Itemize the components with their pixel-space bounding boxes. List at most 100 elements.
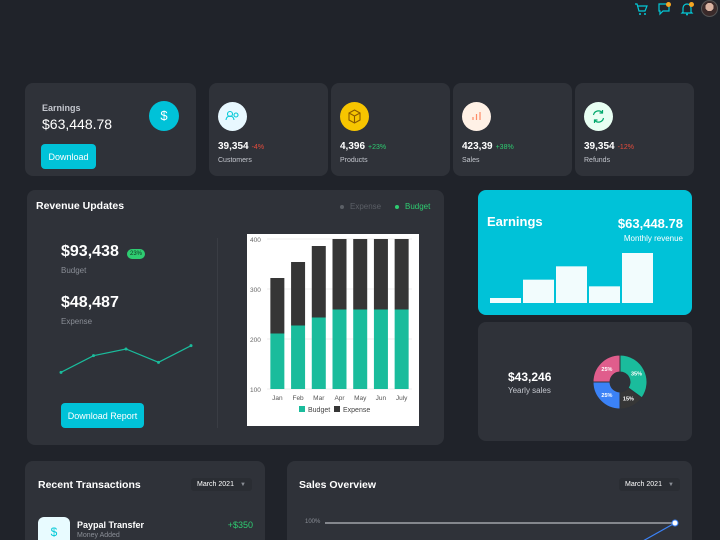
earnings-label: Earnings bbox=[42, 103, 81, 113]
refresh-icon bbox=[584, 102, 613, 131]
bar-expense bbox=[394, 239, 409, 310]
earnings-panel-sub: Monthly revenue bbox=[623, 234, 683, 243]
legend-swatch bbox=[334, 406, 340, 412]
donut-slice bbox=[619, 354, 648, 399]
legend-expense: Expense bbox=[340, 202, 381, 211]
y-tick-label: 400 bbox=[250, 237, 261, 244]
notification-dot bbox=[666, 2, 671, 7]
earnings-bar bbox=[622, 253, 653, 303]
legend-label: Budget bbox=[308, 407, 330, 414]
stat-value: 39,354 -4% bbox=[218, 141, 265, 152]
stat-value: 4,396 +23% bbox=[340, 141, 387, 152]
x-tick-label: Jan bbox=[272, 395, 283, 402]
yearly-sales-card: $43,246 Yearly sales 35% 15% 25% 25% bbox=[478, 322, 692, 441]
sales-overview-line bbox=[325, 519, 679, 540]
dollar-icon: $ bbox=[149, 101, 179, 131]
x-tick-label: Apr bbox=[334, 395, 345, 402]
earnings-bar bbox=[490, 298, 521, 303]
sparkline-point bbox=[189, 344, 193, 348]
stat-card-refunds: 39,354 -12% Refunds bbox=[575, 83, 694, 176]
transaction-sub: Money Added bbox=[77, 532, 120, 539]
stat-label: Products bbox=[340, 157, 368, 164]
bar-budget bbox=[270, 333, 285, 389]
chevron-down-icon: ▼ bbox=[667, 482, 674, 488]
stacked-bar-chart: 100 200 300 400 Jan Feb Mar Apr May Jun July Budg… bbox=[250, 237, 412, 414]
transactions-title: Recent Transactions bbox=[38, 479, 141, 491]
bar-expense bbox=[311, 246, 326, 318]
chat-icon[interactable] bbox=[657, 2, 671, 16]
donut-label: 15% bbox=[623, 396, 634, 402]
revenue-chart: 100 200 300 400 Jan Feb Mar Apr May Jun July Budg… bbox=[247, 234, 419, 426]
divider bbox=[217, 238, 218, 428]
stat-card-sales: 423,39 +38% Sales bbox=[453, 83, 572, 176]
stat-card-customers: 39,354 -4% Customers bbox=[209, 83, 328, 176]
month-select[interactable]: March 2021 ▼ bbox=[619, 478, 680, 491]
yearly-label: Yearly sales bbox=[508, 386, 551, 395]
donut-label: 25% bbox=[601, 367, 612, 373]
donut-label: 25% bbox=[601, 393, 612, 399]
box-icon bbox=[340, 102, 369, 131]
bar-budget bbox=[353, 309, 368, 389]
sales-overview-card: Sales Overview March 2021 ▼ 100% bbox=[287, 461, 692, 540]
yearly-value: $43,246 bbox=[508, 370, 552, 384]
bar-budget bbox=[373, 309, 388, 389]
transaction-amount: +$350 bbox=[227, 520, 253, 530]
sparkline-point bbox=[59, 370, 63, 374]
earnings-panel: Earnings $63,448.78 Monthly revenue bbox=[478, 190, 692, 315]
stat-value: 423,39 +38% bbox=[462, 141, 514, 152]
sales-overview-title: Sales Overview bbox=[299, 479, 377, 491]
x-tick-label: Jun bbox=[376, 395, 387, 402]
stat-label: Refunds bbox=[584, 157, 611, 164]
avatar[interactable] bbox=[701, 0, 718, 17]
expense-sparkline bbox=[59, 344, 193, 374]
earnings-bar-chart bbox=[490, 253, 653, 303]
expense-label: Expense bbox=[61, 317, 93, 326]
bar-budget bbox=[332, 309, 347, 389]
expense-value: $48,487 bbox=[61, 294, 119, 311]
stat-label: Sales bbox=[462, 157, 480, 164]
earnings-bar bbox=[523, 279, 554, 303]
transaction-name: Paypal Transfer bbox=[77, 520, 145, 530]
bar-budget bbox=[394, 309, 409, 389]
bar-chart-icon bbox=[462, 102, 491, 131]
stat-value: 39,354 -12% bbox=[584, 141, 634, 152]
download-button[interactable]: Download bbox=[41, 144, 96, 169]
earnings-panel-title: Earnings bbox=[487, 214, 543, 229]
download-report-button[interactable]: Download Report bbox=[61, 403, 144, 428]
y-axis-label: 100% bbox=[305, 519, 321, 525]
top-bar bbox=[0, 0, 720, 18]
budget-label: Budget bbox=[61, 266, 87, 275]
earnings-bar bbox=[556, 266, 587, 303]
earnings-panel-value: $63,448.78 bbox=[617, 216, 683, 231]
earnings-card: Earnings $63,448.78 $ Download bbox=[25, 83, 196, 176]
stat-delta: +23% bbox=[368, 144, 387, 151]
bar-expense bbox=[270, 278, 285, 334]
y-tick-label: 300 bbox=[250, 287, 261, 294]
x-tick-label: Mar bbox=[313, 395, 325, 402]
y-tick-label: 100 bbox=[250, 387, 261, 394]
legend-swatch bbox=[299, 406, 305, 412]
transaction-icon: $ bbox=[38, 517, 70, 540]
stat-label: Customers bbox=[218, 157, 252, 164]
customers-icon bbox=[218, 102, 247, 131]
recent-transactions-card: Recent Transactions March 2021 ▼ $ Paypal… bbox=[25, 461, 265, 540]
earnings-bar bbox=[589, 286, 620, 303]
donut-slice bbox=[592, 354, 621, 383]
bar-budget bbox=[291, 325, 306, 389]
cart-icon[interactable] bbox=[634, 2, 648, 16]
month-select[interactable]: March 2021 ▼ bbox=[191, 478, 252, 491]
stat-card-products: 4,396 +23% Products bbox=[331, 83, 450, 176]
y-tick-label: 200 bbox=[250, 337, 261, 344]
x-tick-label: Feb bbox=[292, 395, 304, 402]
stat-delta: -4% bbox=[251, 144, 265, 151]
stat-delta: +38% bbox=[495, 144, 514, 151]
donut-label: 35% bbox=[631, 372, 642, 378]
yearly-donut-chart: 35% 15% 25% 25% bbox=[592, 354, 648, 410]
legend-budget: Budget bbox=[395, 202, 430, 211]
x-tick-label: July bbox=[396, 395, 408, 402]
revenue-title: Revenue Updates bbox=[36, 200, 125, 212]
bar-expense bbox=[332, 239, 347, 310]
sparkline-point bbox=[157, 360, 160, 364]
bell-icon[interactable] bbox=[680, 2, 694, 16]
x-tick-label: May bbox=[354, 395, 367, 402]
